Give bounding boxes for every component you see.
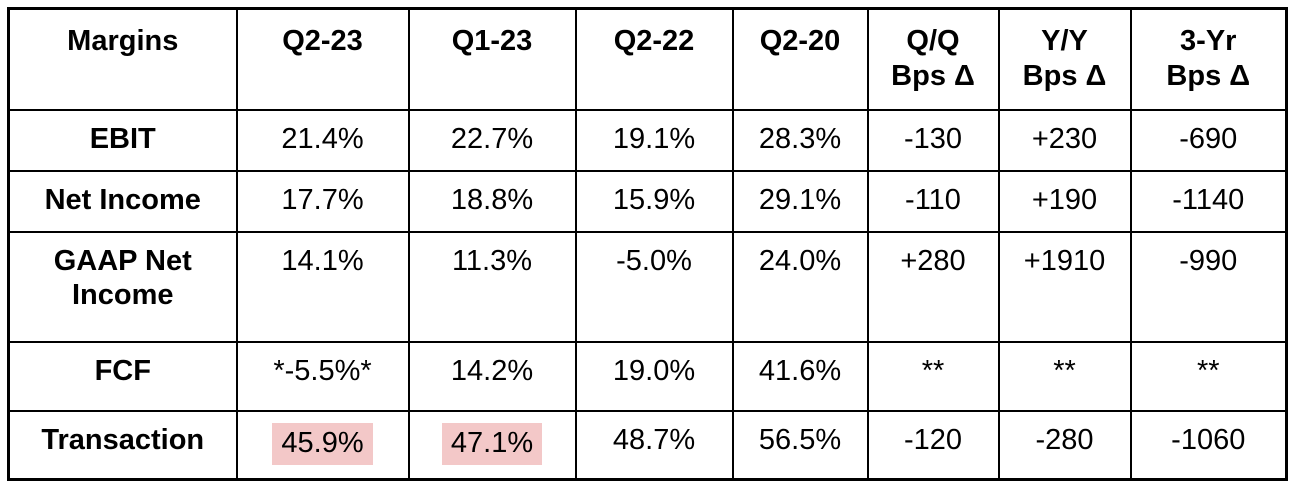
cell-transaction-q2-23: 45.9% — [235, 409, 410, 481]
row-label-transaction: Transaction — [7, 409, 238, 481]
cell-transaction-q2-22: 48.7% — [574, 409, 734, 481]
table-row-fcf: FCF *-5.5%* 14.2% 19.0% 41.6% ** ** ** — [7, 340, 1288, 412]
cell-gaap-q2-22: -5.0% — [574, 230, 734, 343]
header-cell-q2-22: Q2-22 — [574, 7, 734, 111]
cell-gaap-3yr-bps: -990 — [1129, 230, 1288, 343]
cell-ebit-3yr-bps: -690 — [1129, 108, 1288, 172]
cell-transaction-yy-bps: -280 — [997, 409, 1132, 481]
cell-net-income-3yr-bps: -1140 — [1129, 169, 1288, 233]
highlight-transaction-q1-23: 47.1% — [441, 422, 543, 466]
header-cell-3yr-bps: 3-Yr Bps Δ — [1129, 7, 1288, 111]
cell-fcf-q2-20: 41.6% — [731, 340, 869, 412]
header-cell-margins: Margins — [7, 7, 238, 111]
cell-ebit-q2-20: 28.3% — [731, 108, 869, 172]
header-row: Margins Q2-23 Q1-23 Q2-22 Q2-20 Q/Q Bps … — [7, 7, 1288, 111]
cell-net-income-q2-20: 29.1% — [731, 169, 869, 233]
header-cell-q2-23: Q2-23 — [235, 7, 410, 111]
header-cell-q2-20: Q2-20 — [731, 7, 869, 111]
cell-fcf-qq-bps: ** — [866, 340, 1000, 412]
cell-ebit-q2-23: 21.4% — [235, 108, 410, 172]
cell-transaction-q1-23: 47.1% — [407, 409, 577, 481]
row-label-gaap-net-income: GAAP Net Income — [7, 230, 238, 343]
cell-gaap-q1-23: 11.3% — [407, 230, 577, 343]
cell-fcf-q2-23: *-5.5%* — [235, 340, 410, 412]
table-row-gaap-net-income: GAAP Net Income 14.1% 11.3% -5.0% 24.0% … — [7, 230, 1288, 343]
highlight-transaction-q2-23: 45.9% — [272, 422, 373, 466]
cell-fcf-3yr-bps: ** — [1129, 340, 1288, 412]
cell-transaction-q2-20: 56.5% — [731, 409, 869, 481]
cell-fcf-q2-22: 19.0% — [574, 340, 734, 412]
cell-net-income-q2-23: 17.7% — [235, 169, 410, 233]
cell-net-income-q1-23: 18.8% — [407, 169, 577, 233]
row-label-ebit: EBIT — [7, 108, 238, 172]
header-cell-yy-bps: Y/Y Bps Δ — [997, 7, 1132, 111]
row-label-fcf: FCF — [7, 340, 238, 412]
table-row-net-income: Net Income 17.7% 18.8% 15.9% 29.1% -110 … — [7, 169, 1288, 233]
cell-net-income-q2-22: 15.9% — [574, 169, 734, 233]
cell-gaap-q2-20: 24.0% — [731, 230, 869, 343]
margins-table: Margins Q2-23 Q1-23 Q2-22 Q2-20 Q/Q Bps … — [7, 7, 1288, 481]
table-row-transaction: Transaction 45.9% 47.1% 48.7% 56.5% -120… — [7, 409, 1288, 481]
cell-ebit-q1-23: 22.7% — [407, 108, 577, 172]
header-cell-q1-23: Q1-23 — [407, 7, 577, 111]
cell-fcf-yy-bps: ** — [997, 340, 1132, 412]
cell-ebit-q2-22: 19.1% — [574, 108, 734, 172]
cell-transaction-qq-bps: -120 — [866, 409, 1000, 481]
cell-ebit-yy-bps: +230 — [997, 108, 1132, 172]
header-cell-qq-bps: Q/Q Bps Δ — [866, 7, 1000, 111]
cell-ebit-qq-bps: -130 — [866, 108, 1000, 172]
cell-net-income-yy-bps: +190 — [997, 169, 1132, 233]
row-label-net-income: Net Income — [7, 169, 238, 233]
cell-gaap-yy-bps: +1910 — [997, 230, 1132, 343]
cell-net-income-qq-bps: -110 — [866, 169, 1000, 233]
cell-transaction-3yr-bps: -1060 — [1129, 409, 1288, 481]
table-row-ebit: EBIT 21.4% 22.7% 19.1% 28.3% -130 +230 -… — [7, 108, 1288, 172]
cell-fcf-q1-23: 14.2% — [407, 340, 577, 412]
cell-gaap-q2-23: 14.1% — [235, 230, 410, 343]
cell-gaap-qq-bps: +280 — [866, 230, 1000, 343]
